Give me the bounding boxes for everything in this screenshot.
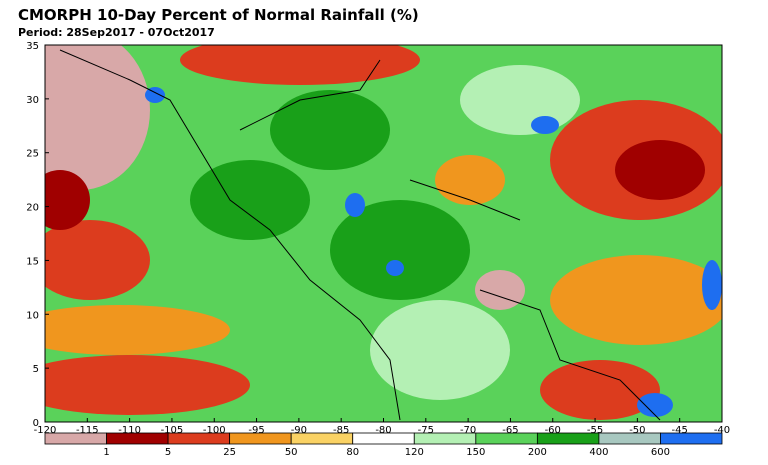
x-tick-label: -65 — [502, 425, 518, 436]
x-tick-label: -115 — [76, 425, 99, 436]
x-tick-label: -50 — [629, 425, 645, 436]
x-tick-label: -80 — [375, 425, 391, 436]
legend-swatch — [106, 432, 169, 445]
rainfall-field — [45, 45, 722, 422]
legend-swatch — [229, 432, 292, 445]
x-tick-label: -90 — [291, 425, 307, 436]
legend-swatch — [44, 432, 107, 445]
legend-label: 400 — [589, 447, 608, 458]
x-tick-label: -105 — [161, 425, 184, 436]
legend-label: 25 — [223, 447, 236, 458]
x-tick-label: -70 — [460, 425, 476, 436]
legend-label: 1 — [103, 447, 109, 458]
x-tick-label: -100 — [203, 425, 226, 436]
x-tick-label: -85 — [333, 425, 349, 436]
y-tick-label: 15 — [26, 256, 39, 267]
y-tick-label: 10 — [26, 310, 39, 321]
y-tick-label: 35 — [26, 41, 39, 52]
x-tick-label: -60 — [545, 425, 561, 436]
legend-swatch — [536, 432, 600, 445]
legend-label: 120 — [405, 447, 424, 458]
legend-label: 5 — [165, 447, 171, 458]
legend-swatch — [352, 432, 415, 445]
legend-label: 50 — [285, 447, 298, 458]
x-tick-label: -40 — [714, 425, 730, 436]
legend-swatch — [598, 432, 661, 445]
legend-swatch — [413, 432, 477, 445]
x-tick-label: -55 — [587, 425, 603, 436]
x-tick-label: -120 — [34, 425, 57, 436]
legend-swatch — [167, 432, 231, 445]
legend-swatch — [290, 432, 354, 445]
legend-swatch — [660, 432, 723, 445]
legend-label: 600 — [651, 447, 670, 458]
legend-label: 150 — [466, 447, 485, 458]
y-tick-label: 20 — [26, 203, 39, 214]
legend-label: 80 — [346, 447, 359, 458]
x-tick-label: -45 — [672, 425, 688, 436]
y-tick-label: 5 — [33, 364, 39, 375]
legend-label: 200 — [528, 447, 547, 458]
x-tick-label: -75 — [418, 425, 434, 436]
legend-swatch — [475, 432, 538, 445]
y-tick-label: 0 — [33, 418, 39, 429]
period: Period: 28Sep2017 - 07Oct2017 — [18, 26, 215, 39]
title: CMORPH 10-Day Percent of Normal Rainfall… — [18, 6, 419, 24]
y-tick-label: 25 — [26, 149, 39, 160]
y-tick-label: 30 — [26, 95, 39, 106]
x-tick-label: -110 — [118, 425, 141, 436]
x-tick-label: -95 — [248, 425, 264, 436]
